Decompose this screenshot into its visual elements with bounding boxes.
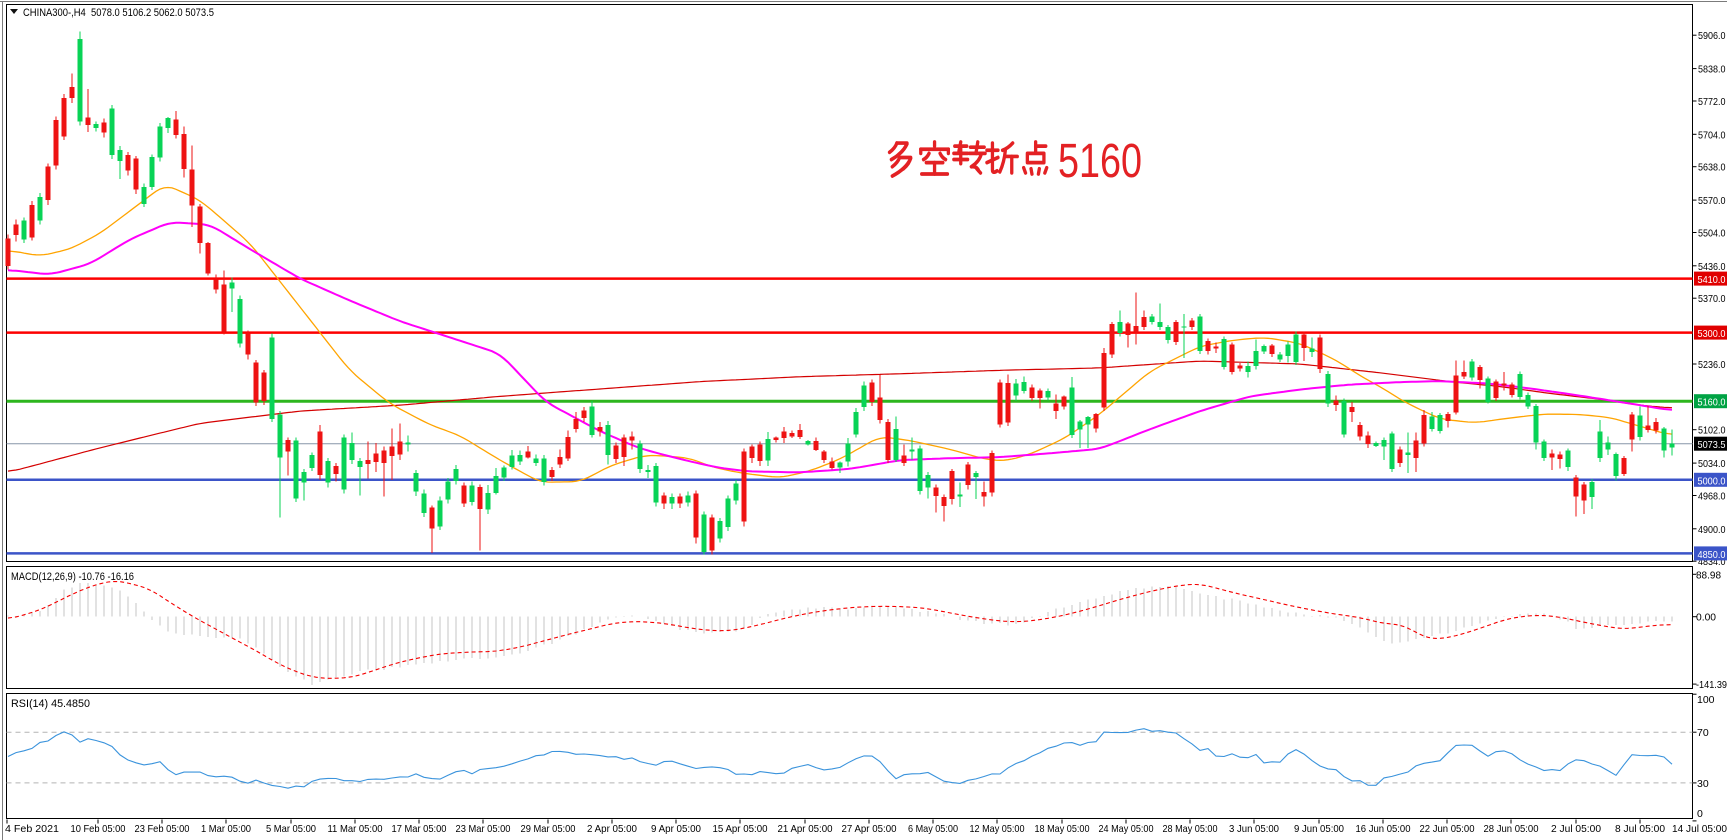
svg-text:8 Jul 05:00: 8 Jul 05:00 xyxy=(1615,823,1665,835)
svg-text:9 Jun 05:00: 9 Jun 05:00 xyxy=(1294,823,1344,835)
svg-text:4 Feb 2021: 4 Feb 2021 xyxy=(5,823,59,835)
svg-text:5073.5: 5073.5 xyxy=(1698,439,1726,451)
svg-text:30: 30 xyxy=(1697,778,1709,790)
svg-text:5570.0: 5570.0 xyxy=(1698,195,1726,207)
svg-text:88.98: 88.98 xyxy=(1696,569,1721,581)
svg-text:21 Apr 05:00: 21 Apr 05:00 xyxy=(778,823,833,835)
svg-text:MACD(12,26,9) -10.76 -16.16: MACD(12,26,9) -10.76 -16.16 xyxy=(11,571,134,583)
svg-text:23 Mar 05:00: 23 Mar 05:00 xyxy=(456,823,511,835)
svg-text:5000.0: 5000.0 xyxy=(1698,475,1726,487)
svg-text:11 Mar 05:00: 11 Mar 05:00 xyxy=(328,823,383,835)
svg-text:14 Jul 05:00: 14 Jul 05:00 xyxy=(1672,823,1727,835)
svg-text:5370.0: 5370.0 xyxy=(1698,293,1726,305)
svg-text:4968.0: 4968.0 xyxy=(1698,491,1726,503)
svg-text:4900.0: 4900.0 xyxy=(1698,524,1726,536)
svg-text:5 Mar 05:00: 5 Mar 05:00 xyxy=(266,823,316,835)
svg-text:-141.39: -141.39 xyxy=(1696,679,1727,691)
svg-text:0: 0 xyxy=(1697,808,1703,820)
svg-text:18 May 05:00: 18 May 05:00 xyxy=(1035,823,1090,835)
svg-text:5300.0: 5300.0 xyxy=(1698,328,1726,340)
svg-text:5906.0: 5906.0 xyxy=(1698,30,1726,42)
svg-text:5236.0: 5236.0 xyxy=(1698,359,1726,371)
svg-text:5102.0: 5102.0 xyxy=(1698,425,1726,437)
svg-text:5838.0: 5838.0 xyxy=(1698,64,1726,76)
svg-text:24 May 05:00: 24 May 05:00 xyxy=(1099,823,1154,835)
svg-text:10 Feb 05:00: 10 Feb 05:00 xyxy=(71,823,126,835)
svg-text:4850.0: 4850.0 xyxy=(1698,549,1726,561)
svg-text:2 Jul 05:00: 2 Jul 05:00 xyxy=(1551,823,1601,835)
svg-text:16 Jun 05:00: 16 Jun 05:00 xyxy=(1356,823,1411,835)
svg-text:22 Jun 05:00: 22 Jun 05:00 xyxy=(1420,823,1475,835)
svg-text:5772.0: 5772.0 xyxy=(1698,96,1726,108)
svg-text:2 Apr 05:00: 2 Apr 05:00 xyxy=(587,823,637,835)
svg-text:12 May 05:00: 12 May 05:00 xyxy=(970,823,1025,835)
svg-text:1 Mar 05:00: 1 Mar 05:00 xyxy=(201,823,251,835)
svg-text:27 Apr 05:00: 27 Apr 05:00 xyxy=(842,823,897,835)
svg-text:28 Jun 05:00: 28 Jun 05:00 xyxy=(1484,823,1539,835)
svg-text:23 Feb 05:00: 23 Feb 05:00 xyxy=(135,823,190,835)
svg-text:5504.0: 5504.0 xyxy=(1698,228,1726,240)
svg-text:5034.0: 5034.0 xyxy=(1698,458,1726,470)
svg-text:15 Apr 05:00: 15 Apr 05:00 xyxy=(713,823,768,835)
svg-text:0.00: 0.00 xyxy=(1696,612,1716,624)
svg-text:RSI(14) 45.4850: RSI(14) 45.4850 xyxy=(11,698,90,710)
svg-text:9 Apr 05:00: 9 Apr 05:00 xyxy=(651,823,701,835)
svg-text:70: 70 xyxy=(1697,727,1709,739)
svg-text:CHINA300-,H4 5078.0 5106.2 50: CHINA300-,H4 5078.0 5106.2 5062.0 5073.5 xyxy=(23,7,214,19)
svg-text:6 May 05:00: 6 May 05:00 xyxy=(908,823,958,835)
svg-text:100: 100 xyxy=(1697,694,1715,706)
svg-text:5160: 5160 xyxy=(1058,135,1142,188)
svg-text:28 May 05:00: 28 May 05:00 xyxy=(1163,823,1218,835)
svg-text:29 Mar 05:00: 29 Mar 05:00 xyxy=(521,823,576,835)
svg-text:5638.0: 5638.0 xyxy=(1698,162,1726,174)
svg-text:5436.0: 5436.0 xyxy=(1698,261,1726,273)
svg-text:5160.0: 5160.0 xyxy=(1698,397,1726,409)
svg-text:5410.0: 5410.0 xyxy=(1698,274,1726,286)
svg-text:5704.0: 5704.0 xyxy=(1698,129,1726,141)
svg-text:17 Mar 05:00: 17 Mar 05:00 xyxy=(392,823,447,835)
svg-text:3 Jun 05:00: 3 Jun 05:00 xyxy=(1229,823,1279,835)
